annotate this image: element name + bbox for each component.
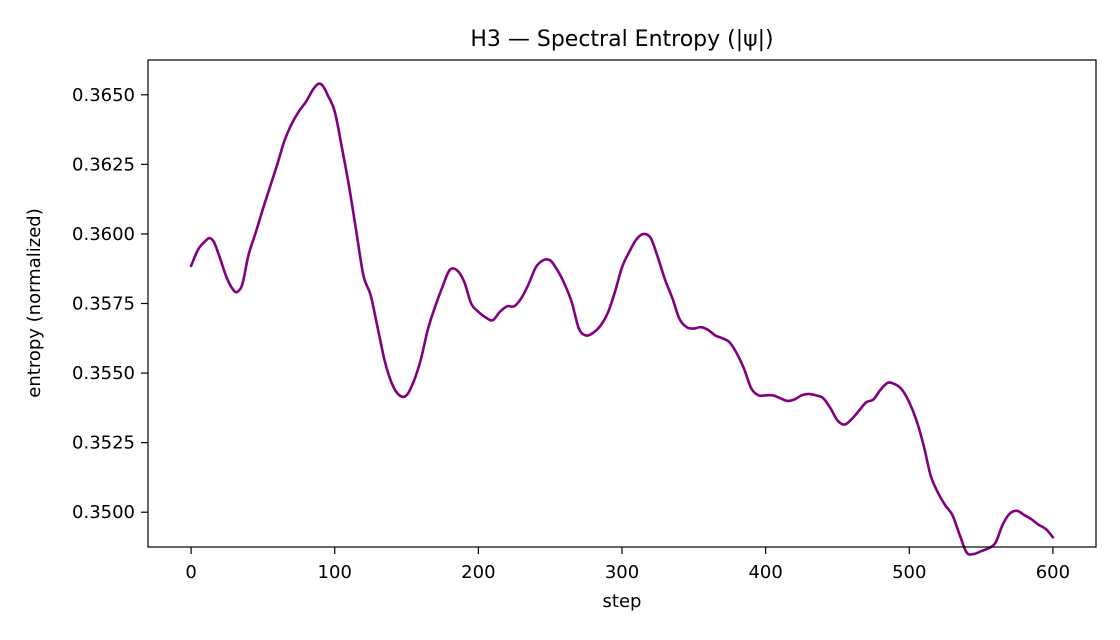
y-tick-label: 0.3550 bbox=[72, 363, 135, 384]
y-tick-label: 0.3625 bbox=[72, 154, 135, 175]
x-tick-label: 400 bbox=[748, 562, 782, 583]
x-tick-label: 500 bbox=[892, 562, 926, 583]
y-tick-label: 0.3500 bbox=[72, 502, 135, 523]
x-tick-label: 0 bbox=[185, 562, 196, 583]
x-tick-label: 300 bbox=[605, 562, 639, 583]
y-axis-ticks: 0.3500 0.3525 0.3550 0.3575 0.3600 0.3625 0.36… bbox=[72, 85, 148, 523]
x-axis-label: step bbox=[603, 591, 642, 612]
y-tick-label: 0.3525 bbox=[72, 433, 135, 454]
x-tick-label: 100 bbox=[318, 562, 352, 583]
x-tick-label: 200 bbox=[461, 562, 495, 583]
x-axis-ticks: 0 100 200 300 400 500 600 bbox=[185, 547, 1070, 583]
y-axis-label: entropy (normalized) bbox=[24, 208, 45, 397]
plot-area bbox=[189, 82, 1055, 556]
chart-title: H3 — Spectral Entropy (|ψ|) bbox=[470, 27, 773, 52]
y-tick-label: 0.3650 bbox=[72, 85, 135, 106]
y-tick-label: 0.3575 bbox=[72, 294, 135, 315]
series-line-0 bbox=[189, 82, 1055, 556]
x-tick-label: 600 bbox=[1036, 562, 1070, 583]
y-tick-label: 0.3600 bbox=[72, 224, 135, 245]
